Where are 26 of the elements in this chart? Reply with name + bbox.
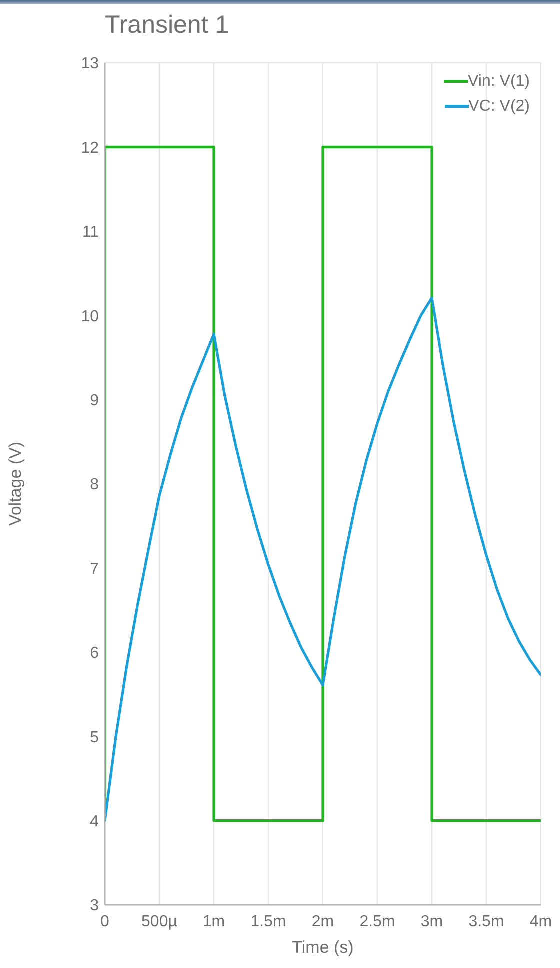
chart-title: Transient 1 bbox=[105, 11, 230, 39]
y-tick-label: 5 bbox=[90, 729, 100, 746]
x-axis-title: Time (s) bbox=[292, 938, 354, 957]
legend-label: VC: V(2) bbox=[468, 97, 530, 117]
x-tick-label: 4m bbox=[530, 913, 552, 930]
legend-label: Vin: V(1) bbox=[468, 72, 530, 92]
y-tick-label: 12 bbox=[81, 140, 100, 157]
y-tick-label: 11 bbox=[82, 224, 100, 242]
x-tick-label: 0 bbox=[100, 913, 110, 930]
y-tick-label: 7 bbox=[90, 560, 100, 578]
line-series bbox=[105, 296, 541, 822]
y-tick-label: 6 bbox=[90, 645, 100, 662]
y-tick-label: 10 bbox=[81, 308, 100, 326]
y-axis-title: Voltage (V) bbox=[6, 442, 26, 526]
x-tick-label: 3.5m bbox=[468, 913, 504, 930]
x-tick-label: 1.5m bbox=[250, 913, 286, 930]
y-tick-label: 4 bbox=[90, 813, 100, 830]
y-tick-label: 3 bbox=[90, 898, 100, 915]
y-tick-label: 9 bbox=[90, 392, 100, 410]
y-tick-label: 13 bbox=[81, 56, 100, 73]
y-tick-label: 8 bbox=[90, 476, 100, 494]
x-tick-label: 2.5m bbox=[360, 913, 396, 930]
x-tick-label: 2m bbox=[312, 913, 334, 930]
x-tick-label: 1m bbox=[202, 913, 226, 930]
x-tick-label: 3m bbox=[420, 913, 444, 930]
x-tick-label: 500µ bbox=[142, 913, 178, 930]
